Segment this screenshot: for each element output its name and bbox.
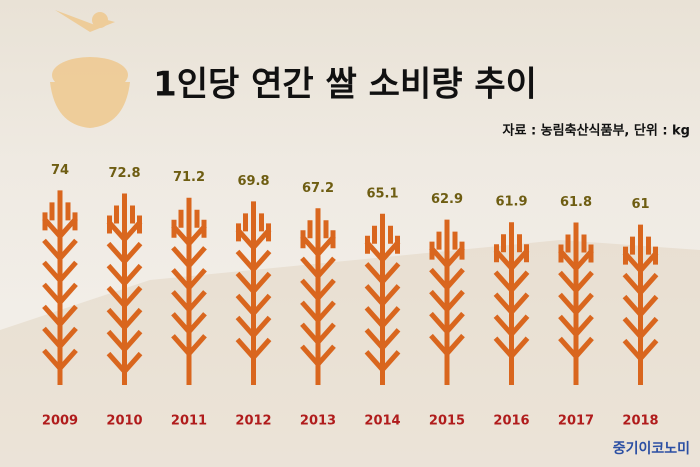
x-tick-label: 2015 (429, 414, 465, 429)
value-label: 62.9 (431, 192, 463, 207)
credit: 중기이코노미 (613, 440, 690, 457)
x-tick-label: 2016 (493, 414, 529, 429)
x-tick-label: 2018 (622, 414, 658, 429)
x-tick-label: 2017 (558, 414, 594, 429)
wheat-bar (558, 222, 594, 385)
value-label: 61.9 (495, 195, 527, 210)
wheat-bar (364, 213, 401, 385)
subtitle: 자료 : 농림축산식품부, 단위 : kg (503, 123, 690, 139)
value-label: 61.8 (560, 195, 592, 210)
wheat-bar (235, 201, 272, 385)
chart-title: 1인당 연간 쌀 소비량 추이 (153, 65, 537, 105)
value-label: 65.1 (366, 186, 398, 201)
wheat-bar (429, 219, 465, 385)
value-label: 69.8 (237, 174, 269, 189)
value-label: 72.8 (108, 166, 140, 181)
value-label: 74 (51, 163, 69, 178)
x-tick-label: 2010 (106, 414, 142, 429)
bowl-icon (50, 10, 130, 128)
x-tick-label: 2014 (364, 414, 400, 429)
wheat-bar (106, 193, 143, 385)
wheat-bar (171, 197, 207, 385)
wheat-bar (622, 224, 659, 385)
x-tick-label: 2009 (42, 414, 78, 429)
wheat-bar (42, 190, 78, 385)
x-tick-label: 2013 (300, 414, 336, 429)
x-tick-label: 2011 (171, 414, 207, 429)
x-tick-label: 2012 (235, 414, 271, 429)
wheat-bar (300, 208, 336, 385)
value-label: 71.2 (173, 170, 205, 185)
value-label: 67.2 (302, 181, 334, 196)
value-label: 61 (631, 197, 649, 212)
wheat-bar (493, 222, 530, 385)
